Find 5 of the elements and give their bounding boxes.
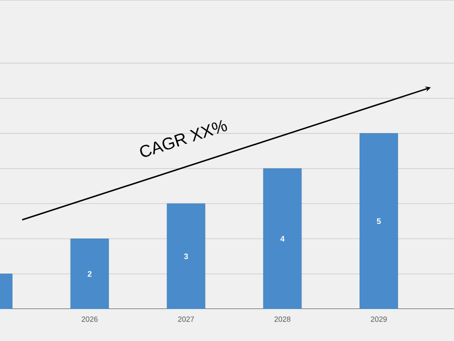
annotation: CAGR XX%	[140, 120, 227, 157]
bar	[166, 203, 206, 309]
bar	[70, 238, 109, 309]
bar	[263, 168, 302, 309]
bar	[360, 133, 398, 309]
